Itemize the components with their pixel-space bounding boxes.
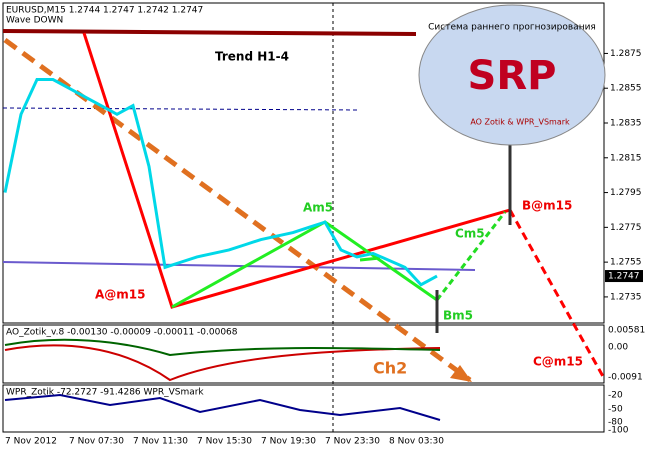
panel-tick-label: -80 xyxy=(608,418,623,428)
wpr-panel xyxy=(2,384,605,433)
panel-tick-label: -20 xyxy=(608,391,623,401)
panel-tick-label: -0.0091 xyxy=(608,373,643,383)
annotation: Trend H1-4 xyxy=(215,50,289,64)
price-line xyxy=(3,78,438,287)
annotation: Ch2 xyxy=(373,359,407,378)
y-tick-label: 1.2755 xyxy=(610,258,642,268)
ao-line xyxy=(4,344,441,382)
logo-title: SRP xyxy=(468,53,557,99)
chart-subtitle: Wave DOWN xyxy=(6,16,63,26)
level-line xyxy=(2,261,476,271)
x-tick-label: 7 Nov 07:30 xyxy=(69,437,124,447)
y-tick-label: 1.2875 xyxy=(610,49,642,59)
x-tick-label: 7 Nov 23:30 xyxy=(325,437,380,447)
y-tick-label: 1.2795 xyxy=(610,188,642,198)
panel-label: AO_Zotik_v.8 -0.00130 -0.00009 -0.00011 … xyxy=(6,328,238,338)
x-tick-label: 8 Nov 03:30 xyxy=(389,437,444,447)
y-tick-label: 1.2855 xyxy=(610,84,642,94)
price-box xyxy=(605,270,643,283)
annotation: Am5 xyxy=(303,201,333,215)
y-tick-label: 1.2835 xyxy=(610,119,642,129)
x-tick-label: 7 Nov 15:30 xyxy=(197,437,252,447)
wpr-line xyxy=(4,393,441,421)
trend-line xyxy=(2,29,417,36)
annotation: A@m15 xyxy=(95,288,146,302)
y-tick-label: 1.2735 xyxy=(610,292,642,302)
current-price: 1.2747 xyxy=(608,272,640,282)
x-tick-label: 7 Nov 11:30 xyxy=(133,437,188,447)
chart-title: EURUSD,M15 1.2744 1.2747 1.2742 1.2747 xyxy=(6,6,203,16)
ao-line xyxy=(4,338,441,357)
panel-tick-label: 0.00 xyxy=(608,343,628,353)
m5-projection xyxy=(435,211,507,301)
annotation: Cm5 xyxy=(455,227,485,241)
panel-tick-label: -50 xyxy=(608,405,623,415)
y-tick-label: 1.2775 xyxy=(610,223,642,233)
annotation: C@m15 xyxy=(533,355,583,369)
x-tick-label: 7 Nov 2012 xyxy=(5,437,57,447)
logo-ellipse xyxy=(418,4,606,146)
arrow-head xyxy=(450,365,472,382)
logo: Система раннего прогнозирования SRP AO Z… xyxy=(418,4,606,146)
level-line xyxy=(2,107,361,111)
panel-tick-label: -100 xyxy=(608,426,629,436)
x-tick-label: 7 Nov 19:30 xyxy=(261,437,316,447)
panel-label: WPR_Zotik -72.2727 -91.4286 WPR_VSmark xyxy=(6,388,204,398)
annotation: B@m15 xyxy=(522,199,572,213)
logo-arc-text: Система раннего прогнозирования xyxy=(428,23,596,33)
annotation: Bm5 xyxy=(443,309,473,323)
panel-tick-label: 0.00581 xyxy=(608,326,645,336)
y-tick-label: 1.2815 xyxy=(610,153,642,163)
logo-footer: AO Zotik & WPR_VSmark xyxy=(470,118,570,127)
wave-projection xyxy=(508,209,607,381)
